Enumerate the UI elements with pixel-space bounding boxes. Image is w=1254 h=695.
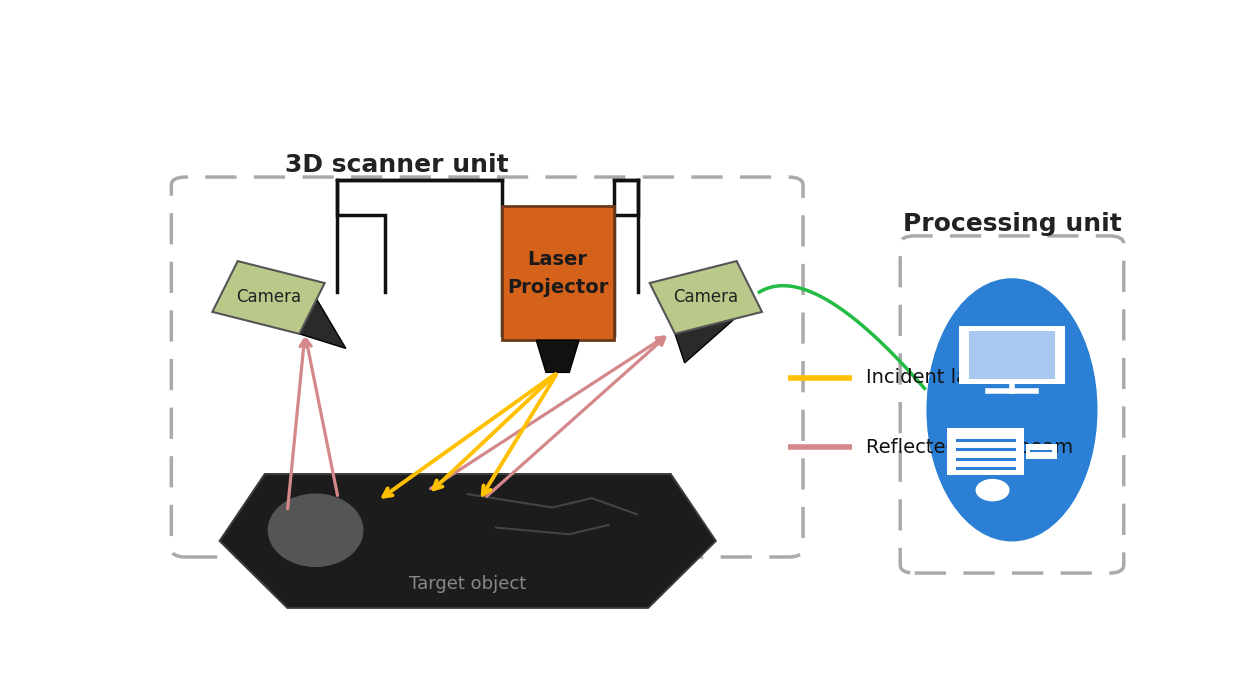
Polygon shape [219,474,716,608]
Text: Camera: Camera [673,288,739,306]
FancyBboxPatch shape [502,206,613,341]
Ellipse shape [267,493,364,567]
Text: 3D scanner unit: 3D scanner unit [285,153,509,177]
Text: Target object: Target object [409,575,527,593]
FancyBboxPatch shape [959,326,1065,384]
FancyBboxPatch shape [1026,444,1057,459]
Text: Laser
Projector: Laser Projector [507,250,608,297]
Text: Reflected laser beam: Reflected laser beam [867,438,1073,457]
Text: Incident laser beam: Incident laser beam [867,368,1060,387]
Polygon shape [212,261,325,334]
Polygon shape [650,261,762,334]
FancyBboxPatch shape [969,332,1055,379]
Polygon shape [675,315,739,363]
Text: Processing unit: Processing unit [903,212,1121,236]
Ellipse shape [976,479,1009,501]
Polygon shape [300,295,346,348]
FancyBboxPatch shape [947,427,1023,475]
Ellipse shape [927,278,1097,541]
Polygon shape [537,341,579,373]
Text: Camera: Camera [236,288,301,306]
